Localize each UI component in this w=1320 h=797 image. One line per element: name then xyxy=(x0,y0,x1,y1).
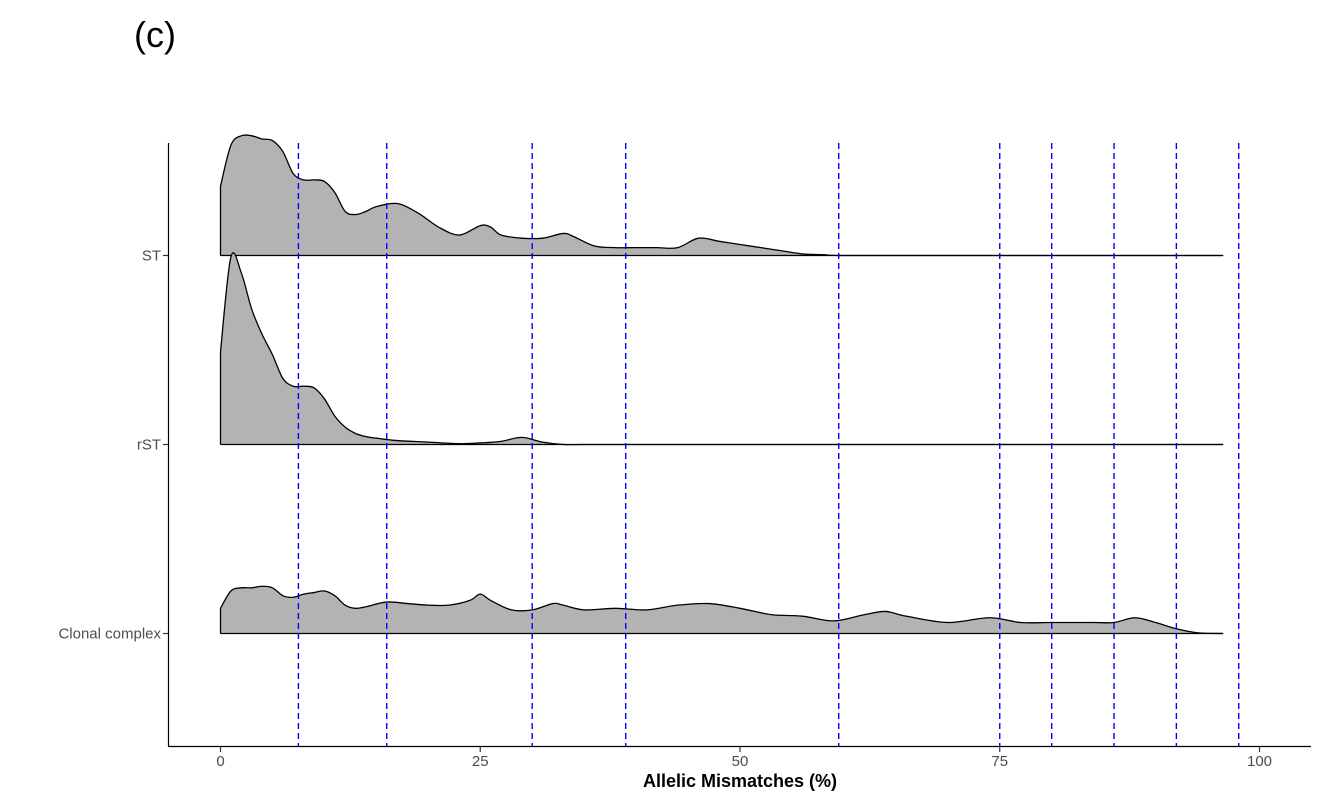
ridge-outline-clonal-complex xyxy=(219,585,1224,635)
ridge-outline-rst xyxy=(219,252,1224,446)
x-tick-label: 25 xyxy=(472,753,489,770)
x-axis-ticks: 0 25 50 75 100 xyxy=(216,747,1272,770)
ridge-area-st xyxy=(220,134,1224,256)
axes xyxy=(167,143,1311,748)
x-tick-label: 50 xyxy=(732,753,749,770)
y-tick-label: Clonal complex xyxy=(58,626,161,643)
x-tick-label: 75 xyxy=(991,753,1008,770)
y-tick-label: ST xyxy=(142,248,161,265)
ridge-layer xyxy=(219,134,1224,635)
panel-label: (c) xyxy=(134,14,176,55)
threshold-lines xyxy=(297,143,1240,746)
ridge-area-clonal-complex xyxy=(220,586,1224,634)
x-tick-label: 100 xyxy=(1247,753,1272,770)
ridge-area-rst xyxy=(220,252,1224,445)
y-tick-label: rST xyxy=(137,437,161,454)
x-tick-label: 0 xyxy=(216,753,224,770)
y-axis-ticks: ST rST Clonal complex xyxy=(58,248,168,643)
ridge-outline-st xyxy=(219,134,1224,257)
x-axis-label: Allelic Mismatches (%) xyxy=(643,771,837,791)
